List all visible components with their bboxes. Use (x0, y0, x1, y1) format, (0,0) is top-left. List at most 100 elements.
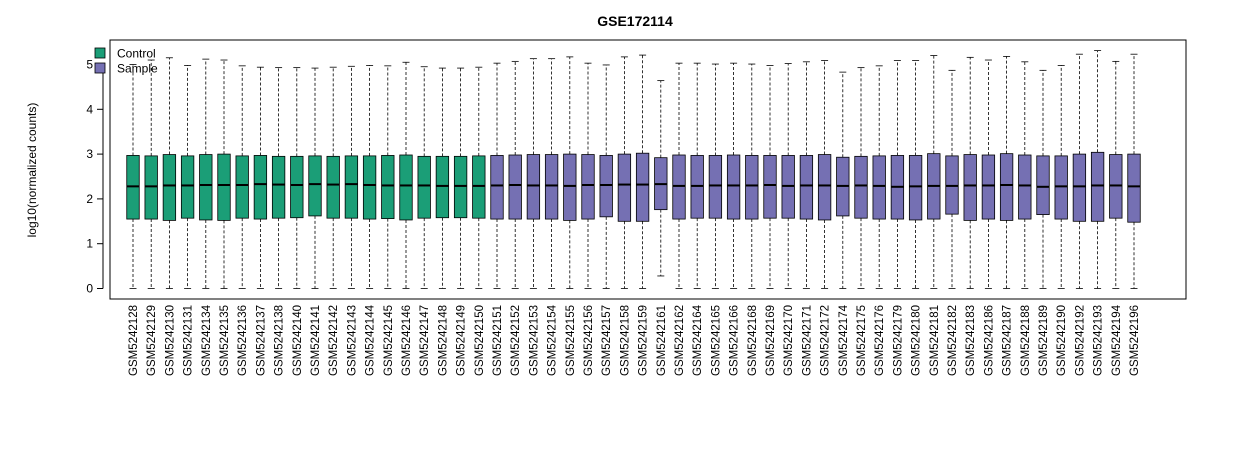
x-tick-label: GSM5242175 (856, 305, 868, 376)
box-iqr (435, 155, 450, 219)
x-tick-label: GSM5242192 (1074, 305, 1086, 376)
x-tick-label: GSM5242183 (965, 305, 977, 376)
x-tick-label: GSM5242180 (911, 305, 923, 376)
x-tick-label: GSM5242155 (565, 305, 577, 376)
box-iqr (908, 155, 923, 221)
box-GSM5242162 (672, 62, 686, 289)
x-tick-label: GSM5242168 (747, 305, 759, 376)
box-GSM5242143 (344, 65, 359, 289)
x-tick-label: GSM5242157 (601, 305, 613, 376)
x-tick-label: GSM5242143 (346, 305, 358, 376)
plot-frame (109, 39, 1187, 300)
x-tick-label: GSM5242170 (783, 305, 795, 376)
box-iqr (581, 154, 595, 220)
box-iqr (981, 154, 996, 220)
boxes (126, 50, 1141, 289)
box-iqr (1036, 155, 1050, 215)
x-tick-label: GSM5242189 (1038, 305, 1050, 376)
box-iqr (472, 155, 486, 219)
box-GSM5242129 (144, 59, 158, 289)
x-tick-label: GSM5242171 (801, 305, 813, 376)
box-iqr (180, 155, 195, 219)
x-tick-label: GSM5242151 (492, 305, 504, 376)
x-tick-label: GSM5242174 (838, 304, 850, 376)
box-GSM5242136 (235, 65, 249, 289)
box-GSM5242169 (763, 64, 777, 289)
box-GSM5242189 (1036, 69, 1050, 289)
box-iqr (799, 155, 814, 220)
x-tick-label: GSM5242188 (1020, 305, 1032, 376)
box-GSM5242155 (563, 56, 577, 289)
box-iqr (235, 155, 249, 219)
x-tick-label: GSM5242156 (583, 305, 595, 376)
box-iqr (381, 155, 395, 220)
box-GSM5242172 (817, 60, 832, 289)
x-tick-label: GSM5242134 (201, 304, 213, 376)
box-GSM5242183 (963, 56, 977, 289)
x-tick-label: GSM5242164 (692, 304, 704, 376)
box-iqr (344, 155, 359, 219)
x-tick-label: GSM5242158 (619, 305, 631, 376)
box-iqr (326, 155, 340, 219)
box-GSM5242134 (199, 58, 213, 289)
x-tick-label: GSM5242186 (983, 305, 995, 376)
box-iqr (526, 154, 541, 220)
x-tick-label: GSM5242187 (1002, 305, 1014, 376)
box-GSM5242187 (999, 56, 1014, 289)
box-iqr (217, 153, 231, 221)
x-tick-label: GSM5242130 (164, 305, 176, 376)
box-GSM5242140 (290, 67, 304, 289)
box-GSM5242146 (399, 61, 413, 289)
x-tick-label: GSM5242154 (547, 304, 559, 376)
box-GSM5242186 (981, 59, 996, 289)
box-iqr (417, 155, 431, 219)
box-iqr (763, 155, 777, 219)
box-GSM5242151 (490, 62, 504, 289)
box-iqr (745, 155, 759, 220)
x-tick-label: GSM5242190 (1056, 305, 1068, 376)
x-tick-label: GSM5242145 (383, 305, 395, 376)
x-tick-label: GSM5242179 (892, 305, 904, 376)
box-GSM5242150 (472, 66, 486, 289)
box-GSM5242135 (217, 59, 231, 289)
legend-swatch-control (94, 47, 106, 59)
y-axis-label: log10(normalized counts) (25, 103, 39, 238)
x-tick-label: GSM5242159 (638, 305, 650, 376)
box-iqr (399, 154, 413, 221)
box-GSM5242161 (654, 80, 668, 277)
y-tick-label: 4 (86, 102, 93, 116)
box-GSM5242152 (508, 60, 522, 289)
box-GSM5242168 (745, 63, 759, 289)
x-tick-label: GSM5242129 (146, 305, 158, 376)
box-GSM5242130 (162, 57, 177, 289)
box-iqr (563, 153, 577, 221)
x-tick-label: GSM5242152 (510, 305, 522, 376)
x-tick-label: GSM5242176 (874, 305, 886, 376)
x-tick-label: GSM5242144 (365, 304, 377, 376)
box-GSM5242137 (253, 66, 268, 289)
x-tick-label: GSM5242166 (729, 305, 741, 376)
box-GSM5242181 (927, 55, 941, 289)
box-GSM5242156 (581, 62, 595, 289)
box-iqr (1018, 154, 1032, 220)
box-iqr (362, 155, 377, 220)
box-iqr (999, 153, 1014, 221)
box-GSM5242176 (872, 65, 886, 289)
box-iqr (253, 155, 268, 220)
box-GSM5242188 (1018, 61, 1032, 289)
x-tick-label: GSM5242149 (456, 305, 468, 376)
box-iqr (271, 155, 286, 219)
box-GSM5242145 (381, 65, 395, 289)
x-tick-label: GSM5242162 (674, 305, 686, 376)
box-iqr (199, 154, 213, 221)
box-iqr (544, 154, 559, 220)
x-tick-label: GSM5242196 (1129, 305, 1141, 376)
box-GSM5242166 (726, 62, 741, 289)
box-GSM5242192 (1072, 53, 1087, 289)
x-tick-label: GSM5242165 (710, 305, 722, 376)
box-GSM5242174 (836, 71, 850, 289)
x-tick-label: GSM5242128 (128, 305, 140, 376)
box-GSM5242148 (435, 67, 450, 289)
box-GSM5242182 (945, 69, 959, 289)
